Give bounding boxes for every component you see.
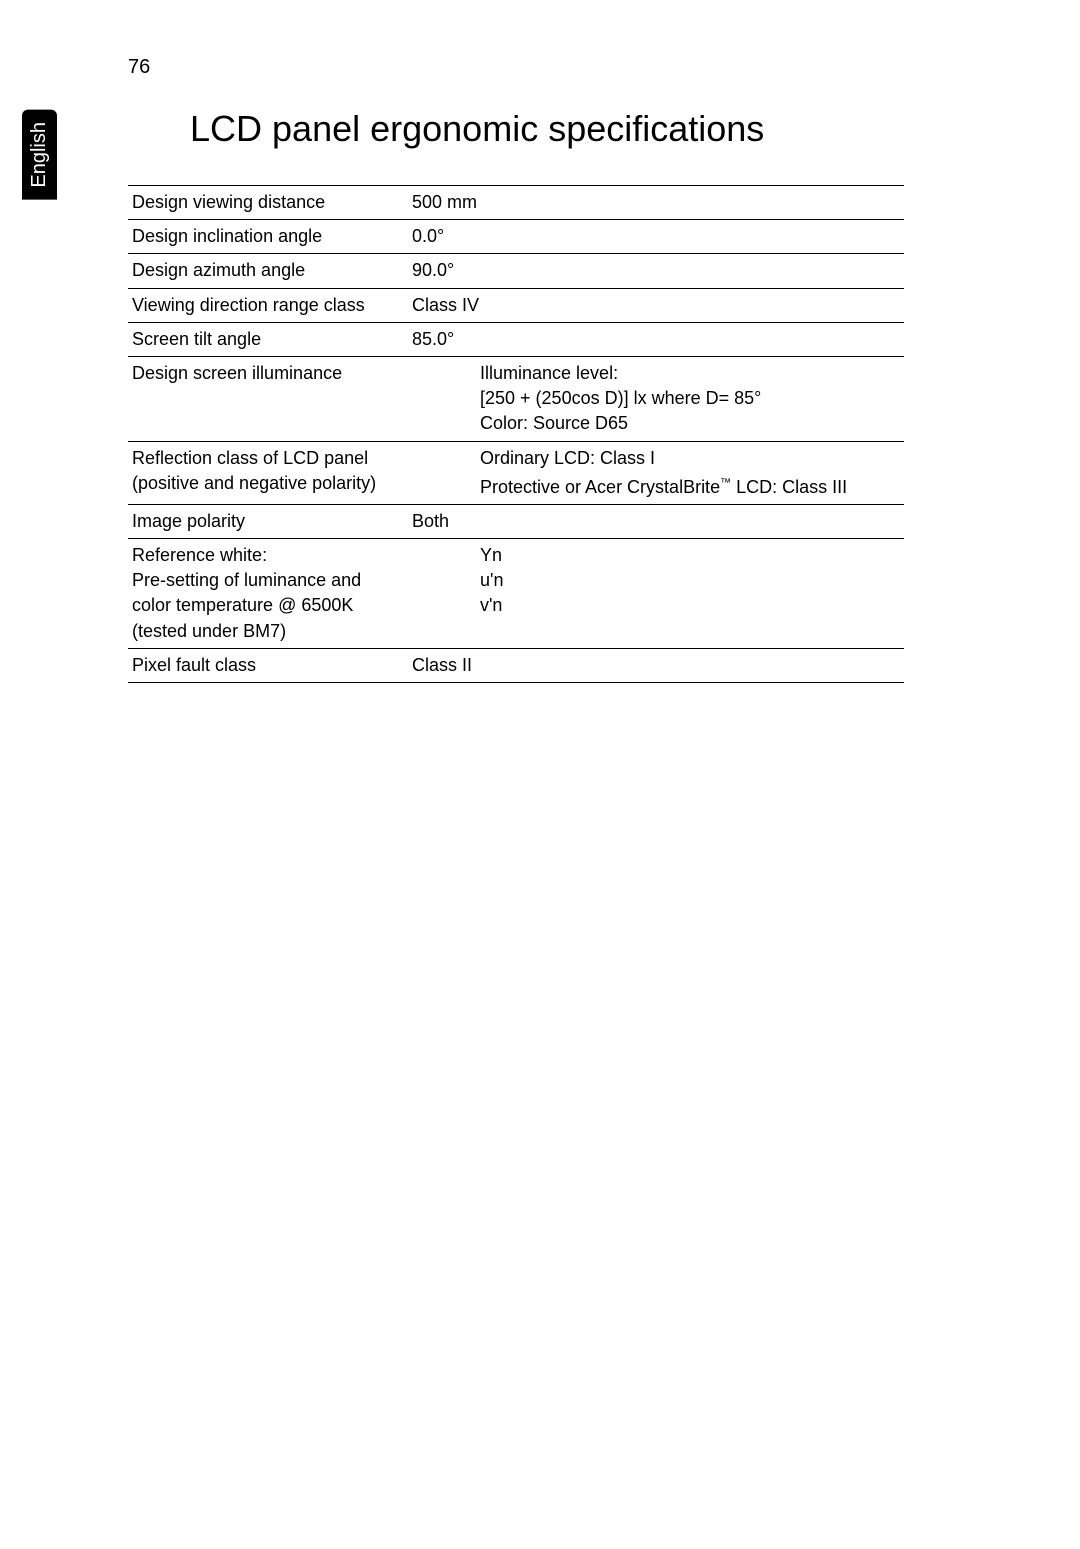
table-row: Screen tilt angle 85.0° bbox=[128, 322, 904, 356]
table-row: Reference white: Pre-setting of luminanc… bbox=[128, 539, 904, 649]
spec-label: Design viewing distance bbox=[128, 186, 410, 220]
spec-label: Pixel fault class bbox=[128, 648, 410, 682]
spec-value: 500 mm bbox=[410, 186, 904, 220]
spec-value: 85.0° bbox=[410, 322, 904, 356]
spec-value-line: v'n bbox=[412, 593, 898, 618]
table-row: Design azimuth angle 90.0° bbox=[128, 254, 904, 288]
page-number: 76 bbox=[128, 56, 150, 79]
spec-value: Class IV bbox=[410, 288, 904, 322]
spec-label-line: Reference white: bbox=[132, 543, 404, 568]
language-tab: English bbox=[22, 110, 57, 200]
spec-value-line: Protective or Acer CrystalBrite™ LCD: Cl… bbox=[412, 475, 898, 500]
spec-label-line: Pre-setting of luminance and bbox=[132, 568, 404, 593]
spec-label-line: (tested under BM7) bbox=[132, 619, 404, 644]
spec-table: Design viewing distance 500 mm Design in… bbox=[128, 185, 904, 683]
spec-value-line: [250 + (250cos D)] lx where D= 85° bbox=[412, 386, 898, 411]
spec-label-line: (positive and negative polarity) bbox=[132, 471, 404, 496]
spec-label: Design inclination angle bbox=[128, 220, 410, 254]
spec-label: Design screen illuminance bbox=[128, 356, 410, 441]
spec-value-line: Color: Source D65 bbox=[412, 411, 898, 436]
trademark-symbol: ™ bbox=[720, 477, 731, 489]
spec-value-line: Illuminance level: bbox=[412, 361, 898, 386]
spec-label: Image polarity bbox=[128, 504, 410, 538]
spec-value: Yn u'n v'n bbox=[410, 539, 904, 649]
spec-value-line: u'n bbox=[412, 568, 898, 593]
spec-label: Design azimuth angle bbox=[128, 254, 410, 288]
spec-label: Screen tilt angle bbox=[128, 322, 410, 356]
spec-value: 90.0° bbox=[410, 254, 904, 288]
spec-label: Reflection class of LCD panel (positive … bbox=[128, 441, 410, 504]
spec-value: Illuminance level: [250 + (250cos D)] lx… bbox=[410, 356, 904, 441]
spec-value: Ordinary LCD: Class I Protective or Acer… bbox=[410, 441, 904, 504]
spec-label: Viewing direction range class bbox=[128, 288, 410, 322]
table-row: Reflection class of LCD panel (positive … bbox=[128, 441, 904, 504]
spec-value: 0.0° bbox=[410, 220, 904, 254]
spec-value: Class II bbox=[410, 648, 904, 682]
table-row: Viewing direction range class Class IV bbox=[128, 288, 904, 322]
table-row: Design inclination angle 0.0° bbox=[128, 220, 904, 254]
page-container: English 76 LCD panel ergonomic specifica… bbox=[0, 0, 1080, 1549]
spec-label-line: color temperature @ 6500K bbox=[132, 593, 404, 618]
spec-value-line: Yn bbox=[412, 543, 898, 568]
spec-label: Reference white: Pre-setting of luminanc… bbox=[128, 539, 410, 649]
table-row: Design viewing distance 500 mm bbox=[128, 186, 904, 220]
table-row: Image polarity Both bbox=[128, 504, 904, 538]
spec-value: Both bbox=[410, 504, 904, 538]
table-row: Design screen illuminance Illuminance le… bbox=[128, 356, 904, 441]
spec-label-line: Reflection class of LCD panel bbox=[132, 446, 404, 471]
spec-value-line: Ordinary LCD: Class I bbox=[412, 446, 898, 471]
page-title: LCD panel ergonomic specifications bbox=[190, 108, 764, 150]
table-row: Pixel fault class Class II bbox=[128, 648, 904, 682]
